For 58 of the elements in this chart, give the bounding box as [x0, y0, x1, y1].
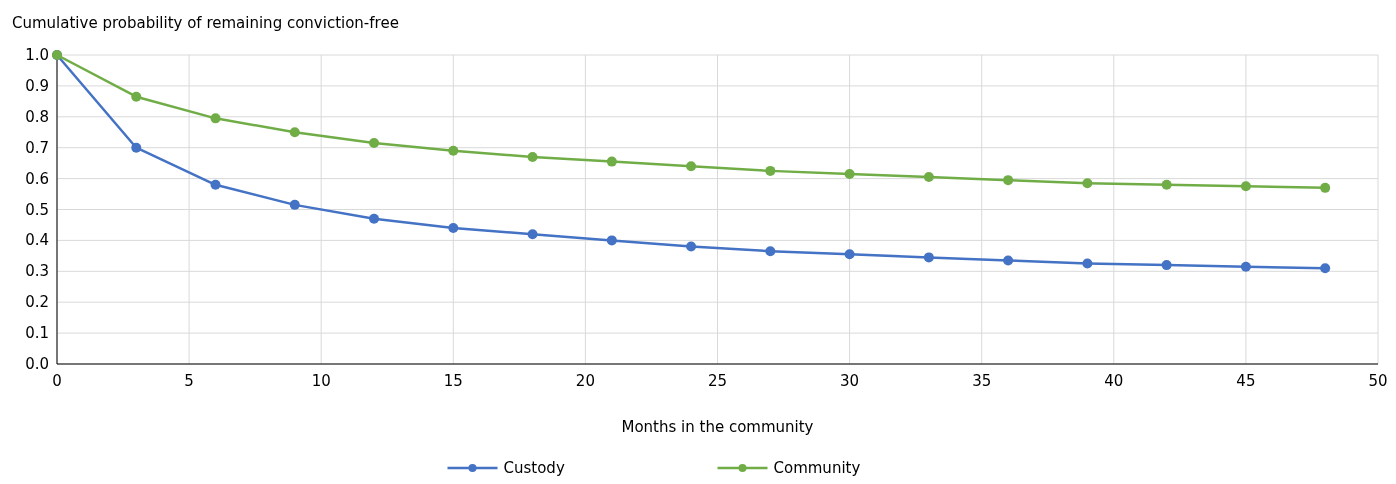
point: [606, 156, 617, 167]
y-tick-label: 0.3: [25, 262, 49, 281]
point: [448, 145, 459, 156]
point: [844, 249, 855, 260]
x-tick-label: 30: [840, 372, 860, 390]
point: [1320, 182, 1331, 193]
point: [686, 161, 697, 172]
x-tick-label: 5: [184, 372, 194, 390]
point: [1161, 260, 1172, 271]
point: [765, 165, 776, 176]
point: [210, 179, 221, 190]
point: [1003, 175, 1014, 186]
x-tick-label: 10: [311, 372, 331, 390]
x-tick-label: 45: [1236, 372, 1256, 390]
x-tick-label: 25: [707, 372, 728, 390]
y-tick-label: 0.1: [25, 324, 49, 343]
point: [289, 199, 300, 210]
x-axis-title: Months in the community: [621, 418, 814, 436]
point: [369, 138, 380, 149]
point: [131, 91, 142, 102]
point: [448, 223, 459, 234]
point: [606, 235, 617, 246]
x-tick-label: 20: [575, 372, 595, 390]
y-tick-label: 0.4: [25, 231, 49, 250]
y-tick-label: 0.8: [25, 107, 49, 126]
y-tick-label: 0.5: [25, 200, 49, 219]
point: [1240, 261, 1251, 272]
point: [844, 168, 855, 179]
point: [1003, 255, 1014, 266]
y-tick-label: 1.0: [25, 46, 49, 64]
point: [527, 229, 538, 240]
y-tick-label: 0.7: [25, 138, 49, 157]
point: [1320, 263, 1331, 274]
point: [527, 151, 538, 162]
point: [289, 127, 300, 138]
x-tick-label: 35: [972, 372, 992, 390]
point: [686, 241, 697, 252]
y-tick-label: 0.6: [25, 169, 49, 188]
x-tick-label: 15: [443, 372, 463, 390]
y-tick-label: 0.0: [25, 355, 49, 373]
point: [1161, 179, 1172, 190]
y-tick-label: 0.2: [25, 293, 49, 312]
point: [1082, 258, 1093, 269]
x-tick-label: 0: [52, 372, 62, 390]
y-tick-label: 0.9: [25, 76, 49, 95]
y-axis-title: Cumulative probability of remaining conviction-free: [12, 14, 399, 32]
point: [1082, 178, 1093, 189]
point: [765, 246, 776, 257]
x-tick-label: 40: [1104, 372, 1124, 390]
point: [923, 172, 934, 183]
point: [923, 252, 934, 263]
point: [1240, 181, 1251, 192]
legend-label: Custody: [503, 459, 565, 477]
point: [369, 213, 380, 224]
x-tick-label: 50: [1368, 372, 1388, 390]
point: [210, 113, 221, 124]
point: [131, 142, 142, 153]
legend-label: Community: [773, 459, 861, 477]
